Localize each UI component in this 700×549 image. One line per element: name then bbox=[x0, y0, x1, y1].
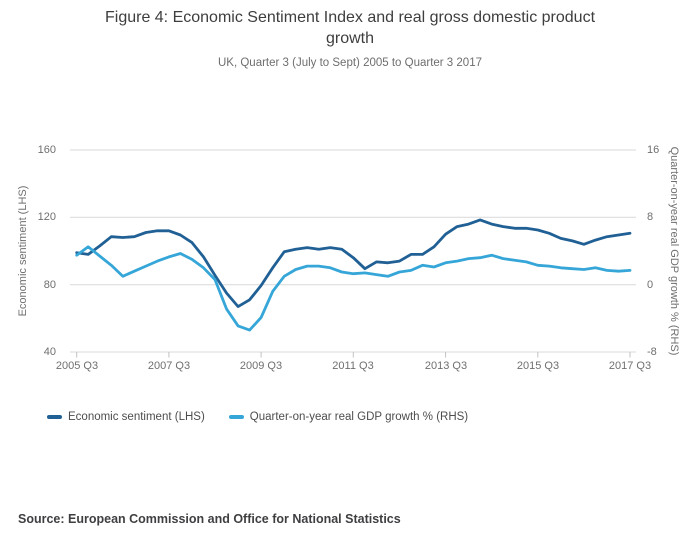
left-axis-tick-label: 160 bbox=[37, 144, 56, 156]
legend-label: Quarter-on-year real GDP growth % (RHS) bbox=[249, 411, 469, 423]
x-axis-tick-label: 2007 Q3 bbox=[147, 360, 191, 372]
legend-label: Economic sentiment (LHS) bbox=[68, 411, 205, 423]
x-axis-tick-label: 2015 Q3 bbox=[516, 360, 560, 372]
chart-title: Figure 4: Economic Sentiment Index and r… bbox=[104, 9, 596, 47]
left-axis-tick-label: 40 bbox=[43, 346, 56, 358]
x-axis-tick-label: 2013 Q3 bbox=[424, 360, 468, 372]
right-axis-tick-label: -8 bbox=[647, 346, 657, 358]
legend-swatch-icon bbox=[228, 415, 244, 419]
right-axis-tick-label: 0 bbox=[647, 279, 654, 291]
gdp-line-series bbox=[75, 245, 632, 332]
x-axis-tick-label: 2005 Q3 bbox=[55, 360, 99, 372]
left-axis-tick-label: 120 bbox=[37, 211, 56, 223]
right-axis-title: Quarter-on-year real GDP growth % (RHS) bbox=[668, 146, 680, 356]
x-axis-tick-label: 2011 Q3 bbox=[332, 360, 374, 372]
chart-subtitle: UK, Quarter 3 (July to Sept) 2005 to Qua… bbox=[217, 57, 482, 69]
source-note: Source: European Commission and Office f… bbox=[18, 512, 401, 526]
sentiment-line-series bbox=[75, 218, 632, 309]
legend-item: Quarter-on-year real GDP growth % (RHS) bbox=[228, 411, 469, 423]
legend-item: Economic sentiment (LHS) bbox=[47, 411, 205, 423]
x-axis-tick-label: 2009 Q3 bbox=[239, 360, 283, 372]
x-axis-tick-label: 2017 Q3 bbox=[608, 360, 652, 372]
left-axis-title: Economic sentiment (LHS) bbox=[17, 185, 29, 317]
right-axis-tick-label: 8 bbox=[647, 211, 654, 223]
legend: Economic sentiment (LHS) Quarter-on-year … bbox=[47, 411, 468, 423]
right-axis-tick-label: 16 bbox=[647, 144, 660, 156]
left-axis-tick-label: 80 bbox=[43, 279, 56, 291]
legend-swatch-icon bbox=[47, 415, 62, 419]
